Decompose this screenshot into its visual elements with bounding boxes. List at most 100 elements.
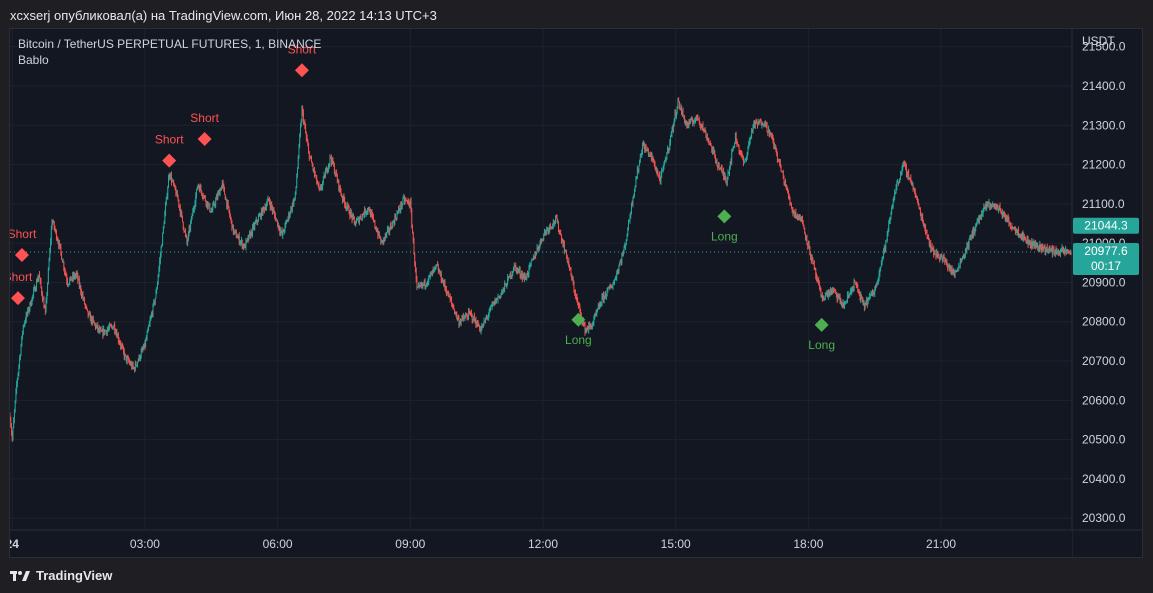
candle-body	[187, 239, 189, 243]
candle-body	[788, 196, 790, 198]
candle-body	[86, 306, 88, 309]
candle-body	[361, 214, 363, 219]
candle-body	[981, 213, 983, 215]
candle-body	[474, 319, 476, 322]
candle-body	[19, 354, 21, 359]
candle-body	[974, 227, 976, 233]
candle-body	[282, 230, 284, 236]
candle-body	[62, 262, 64, 263]
candle-body	[712, 148, 714, 152]
candle-body	[1029, 240, 1030, 244]
candle-body	[859, 294, 861, 300]
candle-body	[100, 329, 102, 331]
candle-body	[488, 312, 490, 315]
candle-body	[14, 410, 15, 420]
candle-body	[570, 268, 572, 275]
candle-body	[448, 295, 450, 298]
candle-body	[854, 281, 856, 283]
candle-body	[257, 221, 259, 223]
candle-body	[1049, 249, 1051, 251]
candle-body	[950, 267, 952, 272]
candle-body	[561, 234, 562, 242]
candle-body	[430, 272, 432, 275]
candle-body	[227, 202, 229, 207]
candle-body	[64, 268, 65, 272]
candle-body	[428, 275, 430, 282]
candle-body	[718, 164, 719, 168]
candle-body	[165, 197, 167, 206]
candle-body	[558, 230, 560, 232]
candle-body	[982, 211, 984, 214]
candle-body	[1068, 251, 1070, 252]
candle-body	[14, 400, 16, 411]
candle-body	[434, 267, 436, 269]
candle-body	[684, 121, 686, 123]
candle-body	[833, 288, 834, 290]
candle-body	[900, 172, 902, 175]
candle-body	[493, 301, 495, 305]
candle-body	[594, 316, 595, 318]
candle-body	[871, 292, 873, 294]
candle-body	[451, 299, 452, 303]
candle-body	[681, 106, 682, 114]
candle-body	[483, 320, 485, 323]
indicator-name[interactable]: Bablo	[18, 53, 49, 67]
candle-body	[320, 187, 322, 189]
candle-body	[371, 212, 373, 215]
candle-body	[406, 200, 408, 201]
candle-body	[609, 286, 611, 289]
candle-body	[168, 175, 170, 178]
candle-body	[1037, 244, 1039, 248]
candle-body	[664, 160, 666, 161]
candle-body	[981, 214, 983, 217]
candle-body	[918, 203, 920, 208]
candle-body	[881, 259, 883, 262]
candle-body	[303, 122, 305, 124]
last-price-text: 21044.3	[1084, 219, 1128, 233]
candle-body	[322, 177, 324, 182]
tradingview-logo-icon	[10, 570, 30, 581]
candle-body	[397, 211, 399, 214]
candle-body	[895, 187, 897, 193]
candle-body	[377, 231, 379, 236]
candle-body	[802, 223, 804, 226]
candle-body	[28, 308, 29, 312]
candle-body	[692, 122, 694, 124]
candlestick-chart[interactable]: Short Short Short Short Short Long Long Long 21…	[10, 29, 1142, 557]
candle-body	[54, 227, 56, 230]
candle-body	[663, 162, 665, 169]
candle-body	[676, 111, 677, 116]
candle-body	[353, 215, 354, 218]
tradingview-brand[interactable]: TradingView	[10, 568, 112, 583]
candle-body	[552, 221, 554, 226]
current-price-label: 20977.6 00:17	[1073, 242, 1139, 275]
candle-body	[403, 196, 405, 199]
candle-body	[542, 239, 544, 241]
candle-body	[993, 204, 994, 206]
candle-body	[453, 307, 455, 310]
candle-body	[89, 313, 91, 321]
candle-body	[168, 177, 169, 188]
candle-body	[1037, 246, 1039, 248]
candle-body	[95, 326, 97, 328]
candle-body	[937, 255, 939, 256]
candle-body	[906, 173, 908, 177]
candle-body	[391, 228, 393, 229]
candle-body	[530, 260, 532, 264]
candle-body	[999, 205, 1001, 211]
chart-panel[interactable]: Short Short Short Short Short Long Long Long 21…	[9, 28, 1143, 558]
candle-body	[414, 254, 416, 264]
candle-body	[704, 129, 705, 132]
candle-body	[753, 121, 755, 125]
candle-body	[374, 221, 376, 227]
candle-body	[308, 146, 309, 152]
candle-body	[666, 153, 668, 160]
candle-body	[782, 171, 783, 173]
candle-body	[52, 221, 54, 223]
candle-body	[462, 316, 464, 318]
candle-body	[22, 325, 24, 334]
symbol-title[interactable]: Bitcoin / TetherUS PERPETUAL FUTURES, 1,…	[18, 37, 322, 51]
candle-body	[286, 221, 287, 223]
candle-body	[297, 168, 298, 178]
candle-body	[347, 205, 349, 207]
